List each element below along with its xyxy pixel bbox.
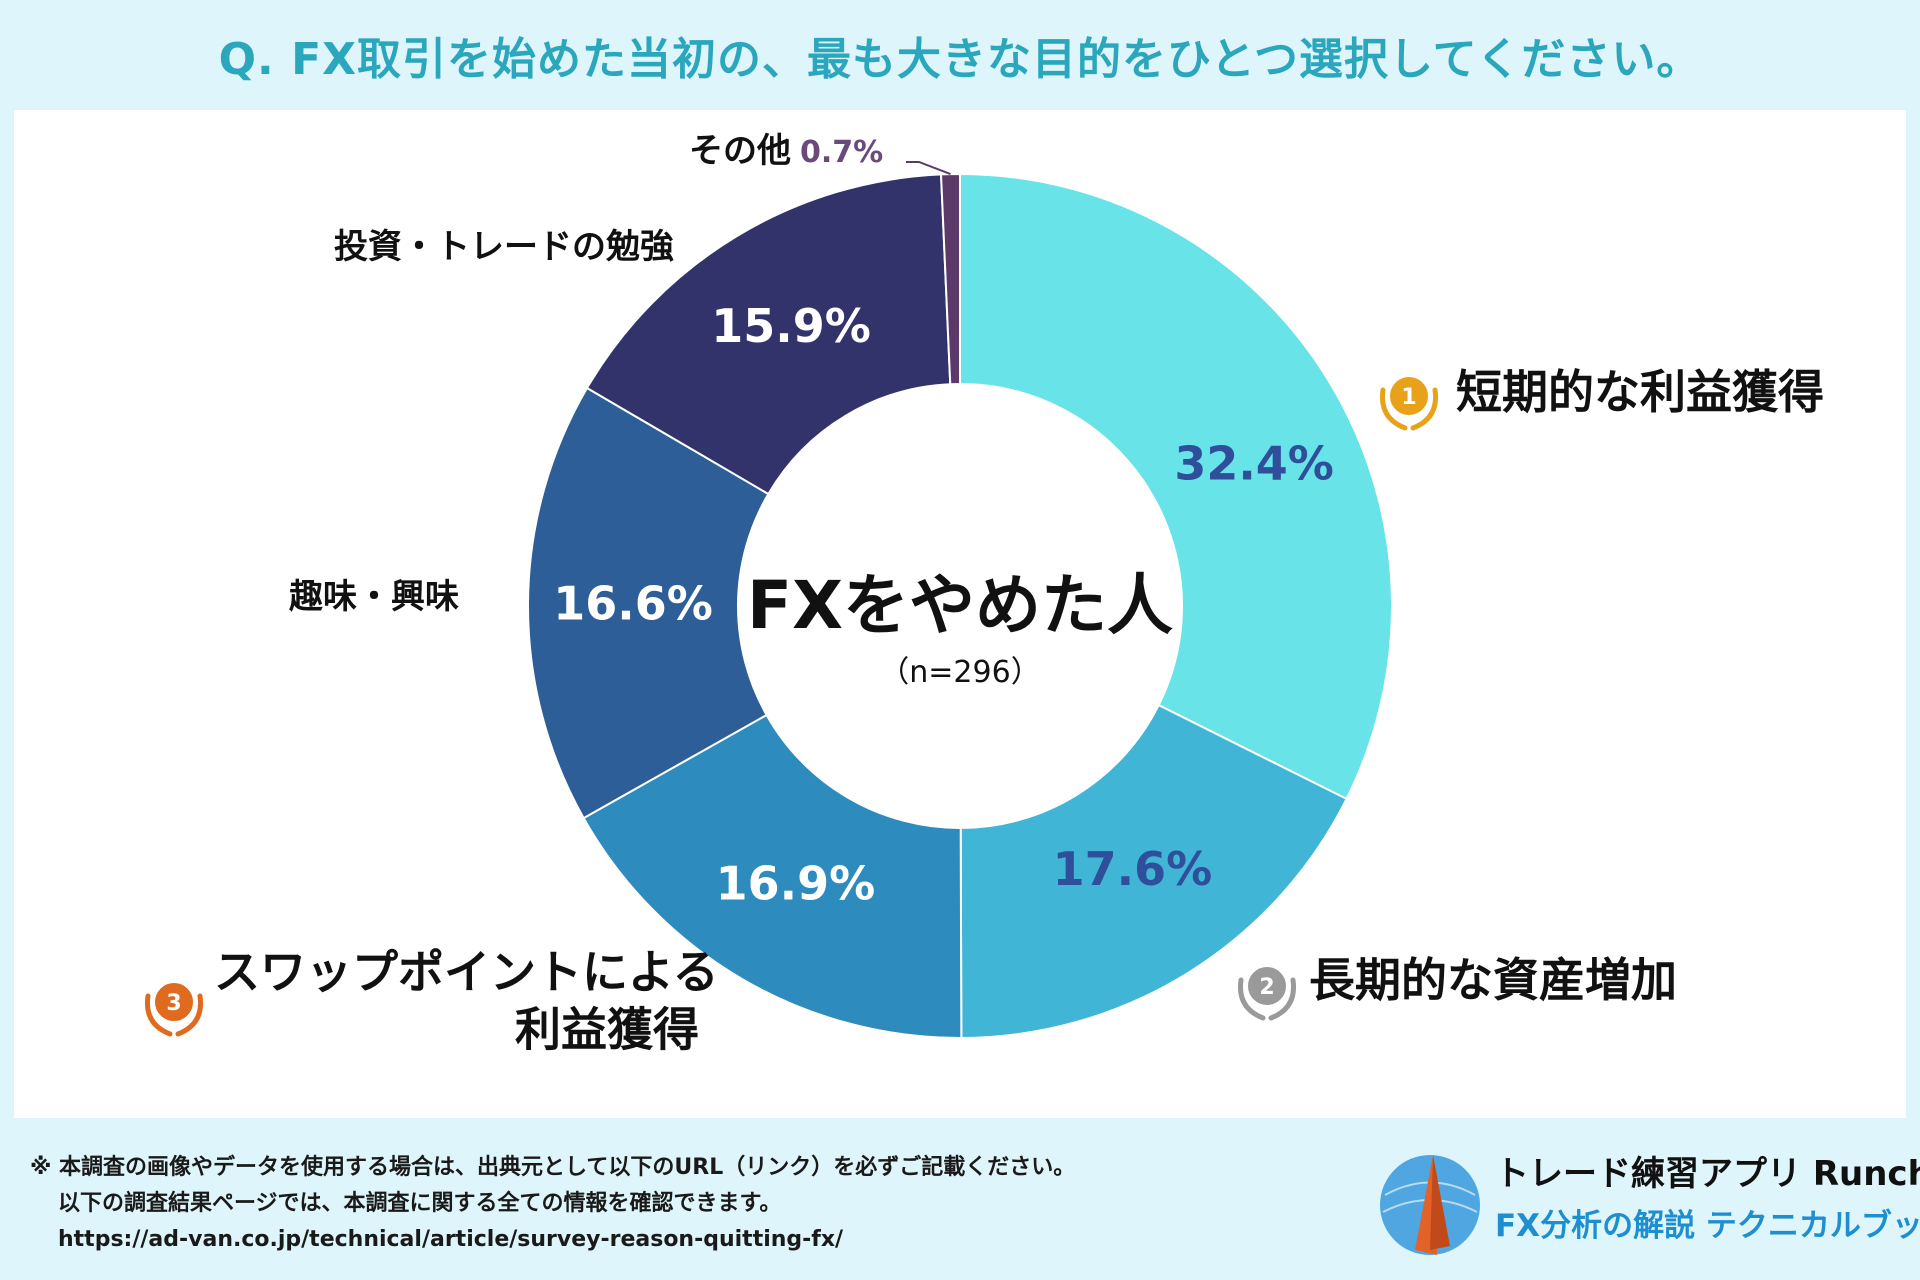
value-label-2: 16.9% <box>716 857 876 911</box>
value-label-0: 32.4% <box>1174 436 1334 490</box>
category-label-5: その他 <box>689 131 791 171</box>
rank-medal-2: 2 <box>1237 965 1297 1021</box>
center-title: FXをやめた人 <box>747 567 1173 644</box>
footer-notes: ※ 本調査の画像やデータを使用する場合は、出典元として以下のURL（リンク）を必… <box>30 1150 1280 1258</box>
value-label-1: 17.6% <box>1053 842 1213 896</box>
rank-medal-3: 3 <box>144 981 204 1037</box>
category-label-3: 趣味・興味 <box>289 577 459 617</box>
value-label-other: 0.7% <box>800 135 883 170</box>
brand-book-name: FX分析の解説 テクニカルブック <box>1495 1208 1920 1244</box>
slice-0 <box>959 172 1393 801</box>
rank-medal-1: 1 <box>1379 375 1439 431</box>
header-banner: Q. FX取引を始めた当初の、最も大きな目的をひとつ選択してください。 <box>0 0 1920 110</box>
center-subtitle: （n=296） <box>879 655 1040 690</box>
runcha-logo <box>1375 1150 1485 1260</box>
category-label-1: 長期的な資産増加 <box>1309 953 1677 1007</box>
category-label-4: 投資・トレードの勉強 <box>334 227 674 267</box>
details-note: 以下の調査結果ページでは、本調査に関する全ての情報を確認できます。 <box>58 1191 782 1216</box>
brand-app-name: トレード練習アプリ Runcha <box>1495 1154 1920 1194</box>
question-title: Q. FX取引を始めた当初の、最も大きな目的をひとつ選択してください。 <box>218 34 1702 85</box>
slice-1 <box>959 703 1348 1040</box>
category-label-0: 短期的な利益獲得 <box>1456 365 1824 419</box>
svg-text:2: 2 <box>1259 975 1274 1000</box>
source-url[interactable]: https://ad-van.co.jp/technical/article/s… <box>58 1227 844 1252</box>
slice-3 <box>527 386 770 820</box>
value-label-4: 15.9% <box>711 299 871 353</box>
slice-5 <box>939 172 961 386</box>
slice-4 <box>585 173 952 496</box>
chart-panel: 32.4% 17.6% 16.9% 16.6% 15.9% FXをやめた人 （n=296） 短… <box>14 110 1906 1118</box>
category-label-2: スワップポイントによる利益獲得 <box>214 945 719 1057</box>
brand-block: トレード練習アプリ Runcha FX分析の解説 テクニカルブック <box>1495 1148 1920 1252</box>
value-label-3: 16.6% <box>553 576 713 630</box>
svg-text:3: 3 <box>166 991 181 1016</box>
donut-chart: 32.4% 17.6% 16.9% 16.6% 15.9% FXをやめた人 （n=296） 短… <box>144 131 1824 1057</box>
svg-text:1: 1 <box>1401 385 1416 410</box>
slice-2 <box>582 713 963 1039</box>
usage-note: ※ 本調査の画像やデータを使用する場合は、出典元として以下のURL（リンク）を必… <box>30 1155 1076 1180</box>
leader-line-other <box>906 161 951 176</box>
